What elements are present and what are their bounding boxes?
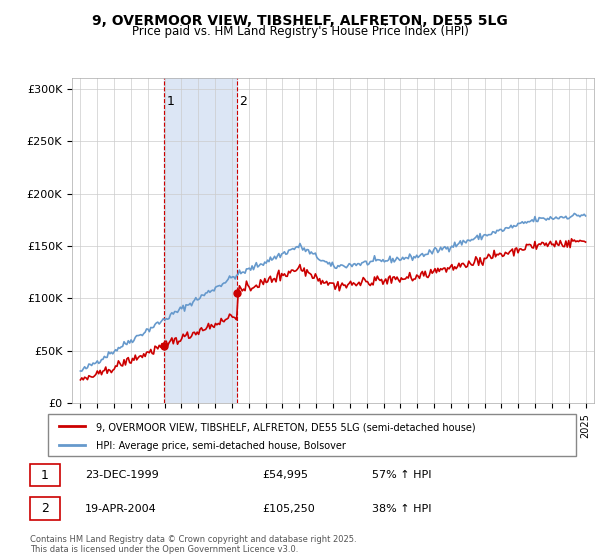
FancyBboxPatch shape — [48, 414, 576, 456]
FancyBboxPatch shape — [30, 497, 61, 520]
Text: £105,250: £105,250 — [262, 503, 314, 514]
Text: 2: 2 — [41, 502, 49, 515]
Text: 19-APR-2004: 19-APR-2004 — [85, 503, 157, 514]
Text: Price paid vs. HM Land Registry's House Price Index (HPI): Price paid vs. HM Land Registry's House … — [131, 25, 469, 38]
Text: 1: 1 — [167, 95, 175, 108]
Text: 9, OVERMOOR VIEW, TIBSHELF, ALFRETON, DE55 5LG (semi-detached house): 9, OVERMOOR VIEW, TIBSHELF, ALFRETON, DE… — [95, 423, 475, 433]
Text: 57% ↑ HPI: 57% ↑ HPI — [372, 470, 432, 480]
Bar — [164, 78, 237, 403]
Text: 38% ↑ HPI: 38% ↑ HPI — [372, 503, 432, 514]
Text: HPI: Average price, semi-detached house, Bolsover: HPI: Average price, semi-detached house,… — [95, 441, 346, 451]
Text: 9, OVERMOOR VIEW, TIBSHELF, ALFRETON, DE55 5LG: 9, OVERMOOR VIEW, TIBSHELF, ALFRETON, DE… — [92, 14, 508, 28]
FancyBboxPatch shape — [30, 464, 61, 487]
Text: Contains HM Land Registry data © Crown copyright and database right 2025.
This d: Contains HM Land Registry data © Crown c… — [30, 535, 356, 554]
Text: 23-DEC-1999: 23-DEC-1999 — [85, 470, 159, 480]
Text: 2: 2 — [239, 95, 247, 108]
Text: £54,995: £54,995 — [262, 470, 308, 480]
Text: 1: 1 — [41, 469, 49, 482]
